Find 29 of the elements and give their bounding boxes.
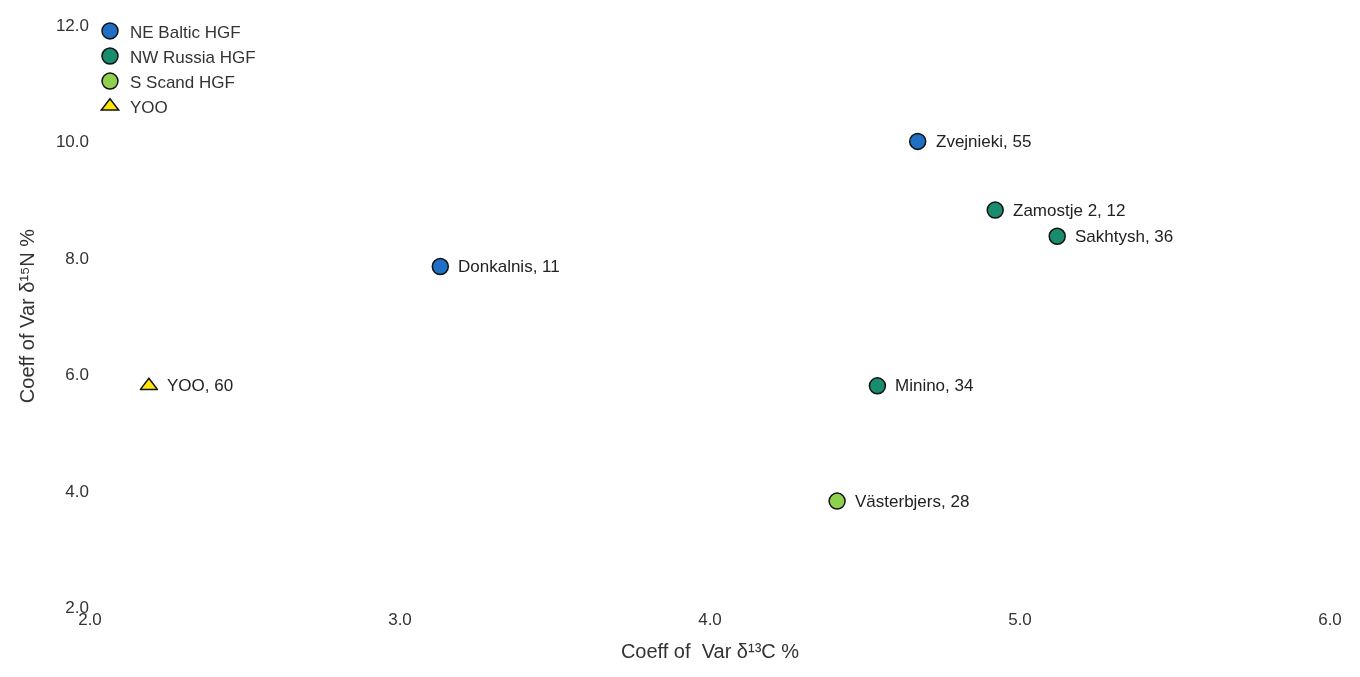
annotation: Västerbjers, 28 xyxy=(855,492,970,511)
legend-label: NW Russia HGF xyxy=(130,47,256,67)
annotation: Zvejnieki, 55 xyxy=(936,132,1032,151)
annotation: Donkalnis, 11 xyxy=(458,257,560,276)
legend-label: S Scand HGF xyxy=(130,72,235,92)
point xyxy=(139,377,159,391)
x-tick-label: 4.0 xyxy=(698,610,722,629)
annotation: Zamostje 2, 12 xyxy=(1013,201,1126,220)
x-tick-label: 3.0 xyxy=(388,610,412,629)
point xyxy=(986,201,1004,219)
point xyxy=(1048,227,1066,246)
point xyxy=(868,377,887,395)
x-tick-label: 6.0 xyxy=(1318,610,1342,629)
point xyxy=(908,132,927,151)
y-axis-title: Coeff of Var δ¹⁵N % xyxy=(16,228,39,404)
annotation: Minino, 34 xyxy=(895,376,974,395)
y-tick-label: 10.0 xyxy=(55,132,89,152)
x-axis-title: Coeff of Var δ¹³C % xyxy=(620,639,800,662)
y-tick-label: 6.0 xyxy=(65,365,89,385)
annotation: YOO, 60 xyxy=(167,376,234,395)
y-tick-label: 4.0 xyxy=(65,481,89,501)
point xyxy=(431,257,450,276)
annotation: Sakhtysh, 36 xyxy=(1075,227,1174,246)
legend-label: NE Baltic HGF xyxy=(130,22,241,42)
y-tick-label: 8.0 xyxy=(65,248,89,268)
y-tick-label: 12.0 xyxy=(55,15,89,35)
legend-label: YOO xyxy=(130,97,168,117)
point xyxy=(828,492,846,510)
x-tick-label: 5.0 xyxy=(1008,610,1032,629)
